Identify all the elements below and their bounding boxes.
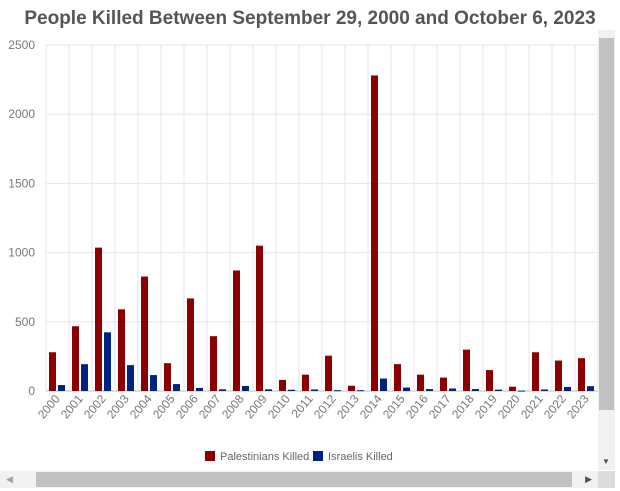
- bar-chart: 0500100015002000250020002001200220032004…: [8, 38, 598, 463]
- scroll-down-icon[interactable]: ▼: [602, 457, 610, 466]
- bar-palestinians: [440, 377, 447, 391]
- y-tick-label: 2000: [8, 107, 35, 121]
- bar-palestinians: [302, 374, 309, 391]
- x-tick-label: 2008: [219, 392, 247, 422]
- bar-israelis: [334, 390, 341, 392]
- bar-israelis: [449, 388, 456, 391]
- bar-israelis: [564, 386, 571, 391]
- x-tick-label: 2012: [311, 392, 339, 422]
- bar-palestinians: [118, 309, 125, 391]
- y-tick-label: 500: [15, 315, 35, 329]
- bar-israelis: [242, 386, 249, 391]
- bar-israelis: [81, 364, 88, 391]
- x-tick-label: 2018: [449, 392, 477, 422]
- x-tick-label: 2009: [242, 392, 270, 422]
- bar-palestinians: [256, 245, 263, 391]
- bar-israelis: [288, 389, 295, 391]
- x-tick-label: 2007: [196, 392, 224, 422]
- bar-palestinians: [95, 247, 102, 391]
- bar-israelis: [173, 384, 180, 391]
- horizontal-scroll-thumb[interactable]: [36, 472, 572, 487]
- scroll-right-icon[interactable]: ▶: [585, 474, 592, 484]
- x-tick-label: 2010: [265, 392, 293, 422]
- x-tick-label: 2021: [518, 392, 546, 422]
- bar-israelis: [127, 365, 134, 391]
- x-tick-label: 2023: [564, 392, 592, 422]
- bar-israelis: [472, 389, 479, 391]
- x-tick-label: 2013: [334, 392, 362, 422]
- bar-palestinians: [325, 355, 332, 391]
- x-tick-label: 2005: [150, 392, 178, 422]
- bar-israelis: [58, 385, 65, 391]
- x-tick-label: 2015: [380, 392, 408, 422]
- bar-palestinians: [417, 374, 424, 391]
- bar-israelis: [104, 332, 111, 391]
- bar-israelis: [380, 378, 387, 391]
- bar-palestinians: [141, 276, 148, 391]
- bar-israelis: [541, 389, 548, 391]
- x-tick-label: 2011: [288, 392, 316, 421]
- y-tick-label: 1000: [8, 246, 35, 260]
- bar-israelis: [403, 387, 410, 391]
- bar-palestinians: [532, 352, 539, 391]
- bar-israelis: [311, 389, 318, 391]
- bar-israelis: [265, 389, 272, 391]
- legend-swatch: [205, 451, 215, 461]
- x-tick-label: 2003: [104, 392, 132, 422]
- bar-palestinians: [49, 352, 56, 391]
- legend-swatch: [313, 451, 323, 461]
- x-tick-label: 2001: [58, 392, 86, 422]
- vertical-scrollbar[interactable]: ▼: [598, 30, 615, 470]
- bar-palestinians: [233, 270, 240, 391]
- y-tick-label: 2500: [8, 38, 35, 52]
- bar-palestinians: [279, 379, 286, 391]
- bar-israelis: [150, 375, 157, 391]
- x-tick-label: 2014: [357, 392, 385, 422]
- bar-israelis: [219, 389, 226, 391]
- bar-palestinians: [555, 360, 562, 391]
- y-tick-label: 1500: [8, 176, 35, 190]
- bar-israelis: [357, 390, 364, 392]
- bar-palestinians: [463, 349, 470, 391]
- y-tick-label: 0: [28, 384, 35, 398]
- bar-israelis: [196, 387, 203, 391]
- scroll-left-icon[interactable]: ◀: [6, 474, 13, 484]
- x-tick-label: 2004: [127, 392, 155, 422]
- bar-palestinians: [578, 358, 585, 391]
- bar-israelis: [495, 389, 502, 391]
- x-tick-label: 2017: [426, 392, 454, 422]
- x-tick-label: 2000: [35, 392, 63, 422]
- x-tick-label: 2002: [81, 392, 109, 422]
- vertical-scroll-thumb[interactable]: [599, 38, 614, 410]
- bar-palestinians: [509, 386, 516, 391]
- bar-palestinians: [187, 298, 194, 391]
- legend-label: Israelis Killed: [328, 451, 393, 463]
- horizontal-scrollbar[interactable]: ◀ ▶: [0, 471, 598, 488]
- bar-palestinians: [486, 370, 493, 391]
- x-tick-label: 2016: [403, 392, 431, 422]
- x-tick-label: 2022: [541, 392, 569, 422]
- bar-palestinians: [348, 385, 355, 391]
- bar-palestinians: [371, 75, 378, 391]
- bar-palestinians: [164, 363, 171, 391]
- chart-title: People Killed Between September 29, 2000…: [24, 8, 596, 29]
- scrollbar-corner: [598, 471, 615, 488]
- bar-palestinians: [72, 326, 79, 391]
- bar-israelis: [587, 386, 594, 391]
- bar-palestinians: [394, 364, 401, 391]
- bar-israelis: [518, 390, 525, 392]
- legend-label: Palestinians Killed: [220, 451, 309, 463]
- x-tick-label: 2006: [173, 392, 201, 422]
- bar-palestinians: [210, 336, 217, 391]
- x-tick-label: 2019: [472, 392, 500, 422]
- x-tick-label: 2020: [495, 392, 523, 422]
- bar-israelis: [426, 389, 433, 391]
